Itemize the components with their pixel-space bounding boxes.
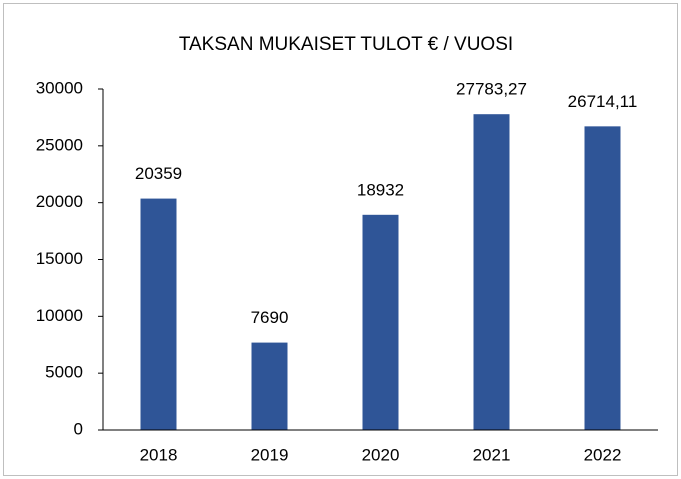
value-label: 7690 (251, 308, 289, 327)
chart-title: TAKSAN MUKAISET TULOT € / VUOSI (179, 34, 513, 55)
value-label: 26714,11 (568, 92, 638, 111)
y-tick-label: 20000 (36, 192, 83, 211)
y-tick-label: 25000 (36, 135, 83, 154)
bar (362, 214, 399, 430)
y-tick-label: 0 (74, 419, 83, 438)
x-tick-label: 2018 (140, 445, 178, 464)
value-label: 20359 (135, 164, 182, 183)
bar (473, 114, 510, 430)
x-tick-label: 2020 (362, 445, 400, 464)
y-tick-label: 15000 (36, 249, 83, 268)
bar (140, 198, 177, 430)
x-tick-label: 2021 (473, 445, 511, 464)
x-tick-label: 2022 (584, 445, 622, 464)
value-label: 27783,27 (456, 80, 527, 99)
bar (584, 126, 621, 431)
value-label: 18932 (357, 180, 404, 199)
y-tick-label: 30000 (36, 78, 83, 97)
y-tick-label: 5000 (45, 363, 83, 382)
y-tick-label: 10000 (36, 306, 83, 325)
bar (251, 342, 288, 430)
x-tick-label: 2019 (251, 445, 289, 464)
chart-border (3, 3, 678, 476)
